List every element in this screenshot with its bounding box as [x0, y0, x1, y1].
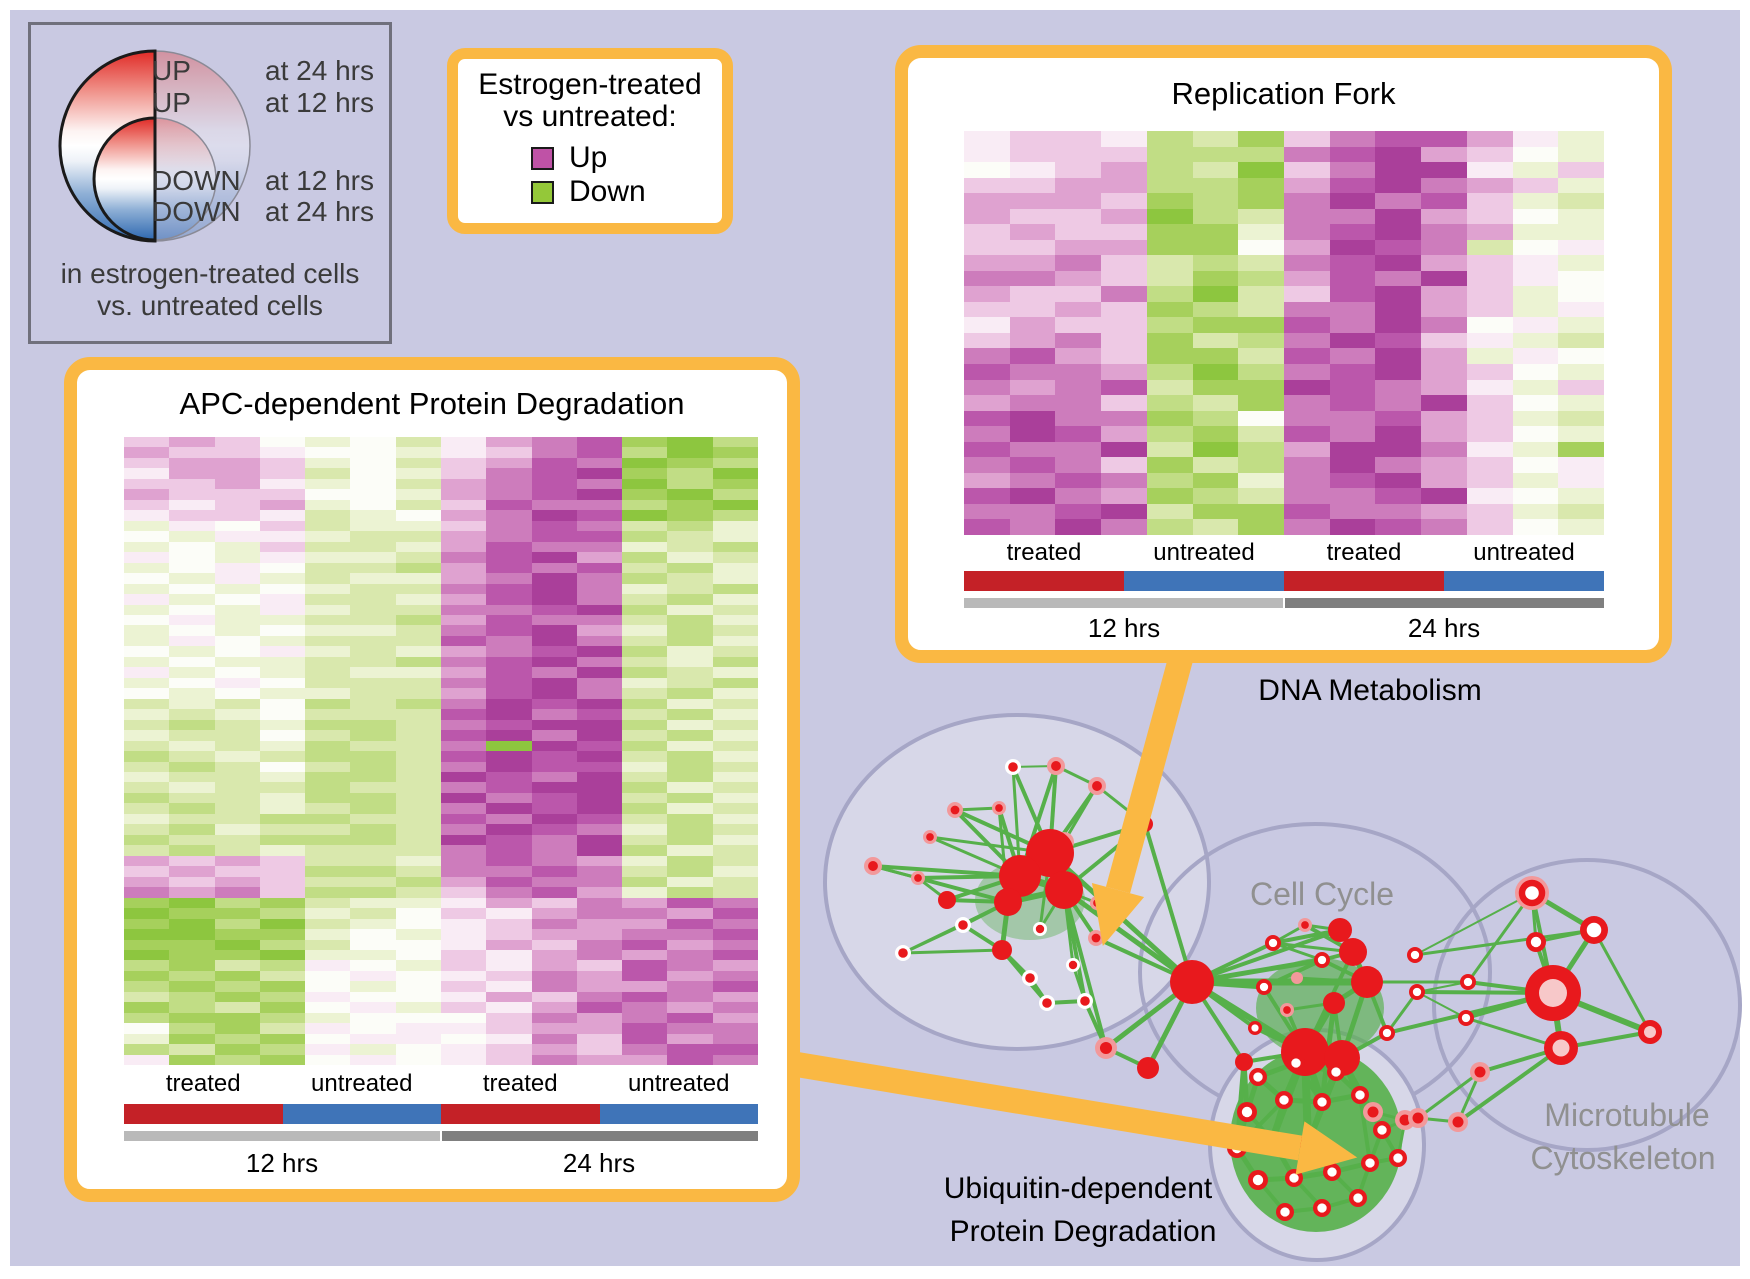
estrogen-legend: Estrogen-treated vs untreated: Up Down — [447, 48, 733, 234]
rf-condition-bar — [964, 571, 1604, 591]
legend-item-up: Up — [458, 141, 722, 175]
legend-caption-line2: vs. untreated cells — [97, 290, 323, 321]
apc-panel: APC-dependent Protein Degradation treate… — [64, 357, 800, 1202]
rf-heatmap — [964, 131, 1605, 535]
legend-caption-line1: in estrogen-treated cells — [60, 258, 360, 289]
apc-heatmap — [124, 437, 758, 1066]
legend-row-up-24: UP at 24 hrs — [152, 55, 374, 86]
apc-time-labels: 12 hrs 24 hrs — [245, 1148, 636, 1178]
down-label: Down — [569, 175, 646, 208]
replication-fork-panel: Replication Fork treated untreated treat… — [895, 45, 1672, 663]
estrogen-legend-title-line2: vs untreated: — [503, 100, 677, 133]
legend-row-down-12: DOWN at 12 hrs — [152, 165, 374, 196]
rf-time-bar — [964, 598, 1604, 608]
up-label: Up — [569, 141, 608, 174]
legend-item-down: Down — [458, 175, 722, 209]
gradient-circle-icon — [58, 49, 251, 243]
apc-condition-bar — [124, 1104, 758, 1124]
apc-panel-title: APC-dependent Protein Degradation — [179, 386, 685, 421]
apc-time-bar — [124, 1131, 758, 1141]
up-swatch-icon — [531, 146, 554, 170]
up-down-circle-legend: UP at 24 hrs UP at 12 hrs DOWN at 12 hrs DO… — [28, 22, 392, 344]
legend-row-up-12: UP at 12 hrs — [152, 87, 374, 118]
rf-group-labels: treated untreated treated untreated — [1006, 539, 1575, 566]
apc-group-labels: treated untreated treated untreated — [165, 1070, 730, 1097]
estrogen-legend-title-line1: Estrogen-treated — [478, 68, 702, 101]
legend-row-down-24: DOWN at 24 hrs — [152, 196, 374, 227]
rf-panel-title: Replication Fork — [1171, 76, 1396, 111]
down-swatch-icon — [531, 180, 554, 204]
rf-time-labels: 12 hrs 24 hrs — [1087, 613, 1481, 643]
